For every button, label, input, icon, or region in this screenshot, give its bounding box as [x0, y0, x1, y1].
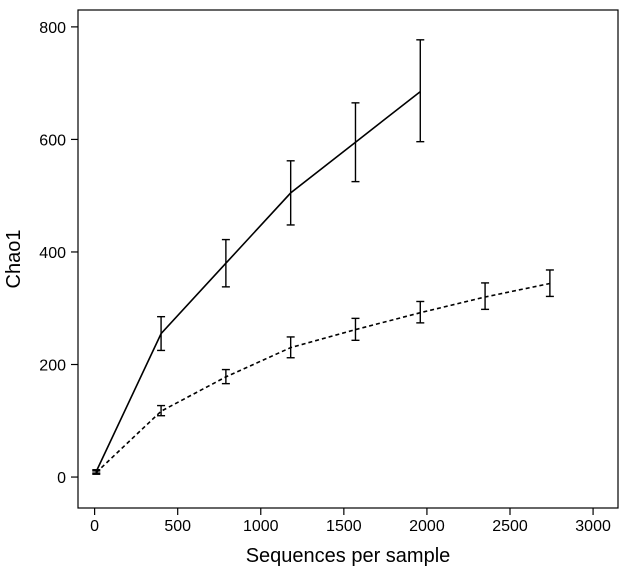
x-tick-label: 1500: [326, 518, 362, 535]
error-bar: [157, 404, 166, 417]
x-tick-label: 3000: [575, 518, 611, 535]
x-tick-label: 1000: [243, 518, 279, 535]
error-bar: [286, 336, 295, 359]
series-2-dashed: [92, 269, 554, 475]
error-bar: [92, 470, 101, 475]
y-tick-label: 400: [39, 245, 66, 262]
series-layer: [92, 39, 554, 475]
error-bar: [545, 269, 554, 298]
x-tick-label: 0: [90, 518, 99, 535]
y-tick-label: 200: [39, 358, 66, 375]
x-tick-label: 500: [164, 518, 191, 535]
x-tick-label: 2500: [492, 518, 528, 535]
error-bar: [157, 315, 166, 352]
x-tick-label: 2000: [409, 518, 445, 535]
error-bar: [481, 282, 490, 311]
error-bar: [221, 238, 230, 288]
x-axis-title: Sequences per sample: [246, 545, 451, 567]
y-axis-title: Chao1: [3, 230, 25, 289]
error-bar: [221, 368, 230, 385]
y-tick-label: 600: [39, 132, 66, 149]
error-bar: [351, 317, 360, 342]
y-tick-label: 800: [39, 20, 66, 37]
error-bar: [351, 102, 360, 183]
error-bar: [286, 160, 295, 226]
y-tick-label: 0: [57, 470, 66, 487]
series-line: [95, 282, 551, 474]
error-bar: [416, 39, 425, 143]
plot-frame: [77, 9, 619, 509]
series-line: [95, 90, 421, 472]
x-axis: 0 500 1000 1500 2000 2500 3000: [90, 508, 611, 535]
error-bar: [416, 300, 425, 324]
series-1-solid: [92, 39, 425, 474]
y-axis: 0 200 400 600 800: [39, 20, 78, 487]
